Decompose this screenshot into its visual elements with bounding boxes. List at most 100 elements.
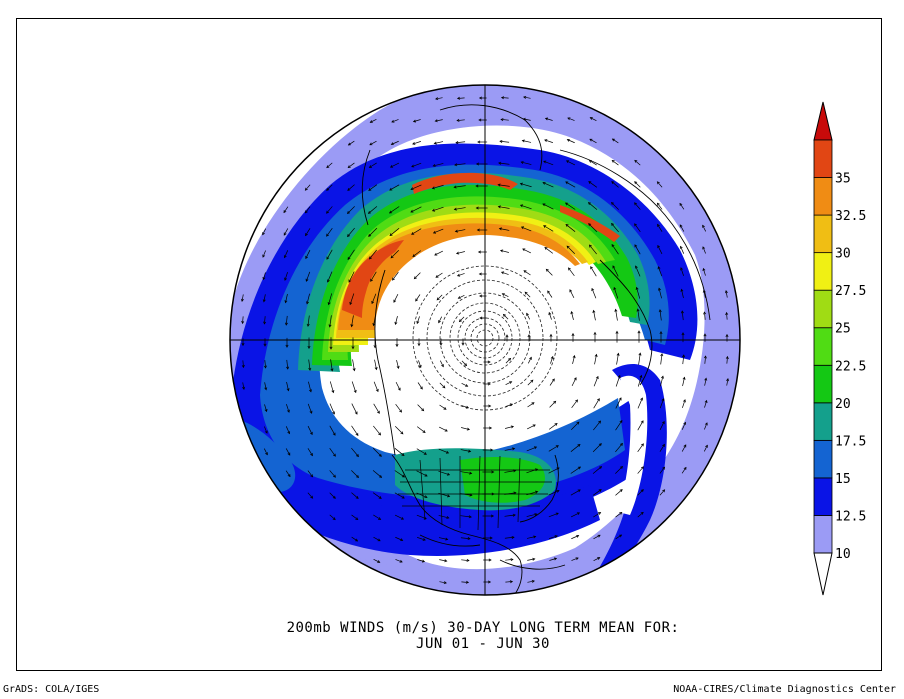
wind-vector [659, 309, 662, 321]
wind-vector [263, 272, 266, 280]
wind-vector [368, 206, 378, 214]
wind-vector [347, 227, 355, 237]
wind-vector-head [490, 448, 494, 452]
wind-vector [435, 97, 443, 100]
wind-vector [394, 470, 405, 478]
wind-vector [570, 421, 580, 431]
wind-vector-head [497, 205, 501, 209]
wind-vector-head [432, 230, 437, 234]
colorbar-tick-label: 32.5 [835, 209, 866, 224]
wind-vector-head [500, 271, 505, 275]
wind-vector [588, 223, 598, 233]
wind-vector-head [497, 183, 501, 187]
wind-vector-head [370, 278, 373, 282]
wind-vector [526, 424, 536, 430]
wind-vector [527, 580, 535, 583]
wind-vector-head [704, 377, 708, 381]
wind-vector-head [593, 331, 597, 335]
wind-vector-head [477, 250, 481, 254]
wind-vector [305, 271, 311, 282]
wind-vector [326, 184, 333, 191]
wind-vector [566, 160, 576, 166]
wind-vector [527, 558, 535, 561]
wind-vector [501, 97, 509, 99]
wind-vector [455, 141, 466, 144]
wind-vector [305, 206, 311, 214]
wind-vector-head [548, 311, 552, 316]
wind-vector-head [640, 511, 644, 515]
wind-vector-head [598, 420, 602, 424]
wind-vector-head [412, 254, 416, 257]
wind-vector [432, 206, 444, 212]
wind-vector [615, 534, 622, 540]
wind-vector-head [662, 489, 666, 493]
colorbar-swatch [813, 364, 833, 404]
wind-vector [549, 535, 558, 539]
wind-vector-head [465, 405, 470, 409]
wind-vector-head [377, 560, 381, 563]
wind-vector-head [679, 224, 683, 228]
wind-vector [657, 224, 663, 232]
colorbar-swatch [813, 214, 833, 254]
wind-vector-head [522, 248, 526, 252]
wind-vector-head [368, 256, 372, 260]
wind-vector-head [441, 364, 444, 368]
wind-vector-head [681, 332, 685, 336]
wind-vector-head [368, 188, 372, 191]
wind-vector-head [355, 495, 359, 499]
wind-vector [634, 223, 641, 233]
wind-vector [615, 420, 623, 431]
wind-vector-head [550, 355, 554, 360]
wind-vector-head [577, 489, 581, 493]
us-state-grid [398, 455, 552, 531]
wind-vector [262, 250, 266, 258]
wind-vector-head [564, 202, 569, 206]
wind-vector [615, 397, 622, 409]
wind-vector-head [263, 343, 267, 347]
wind-vector-head [702, 224, 705, 228]
wind-vector [659, 421, 665, 431]
wind-vector-head [543, 160, 547, 164]
wind-vector-head [680, 310, 684, 314]
wind-vector-head [597, 557, 601, 560]
wind-vector [264, 404, 267, 412]
wind-vector-head [333, 453, 336, 457]
wind-vector-head [355, 474, 359, 478]
wind-vector-head [446, 515, 450, 519]
wind-vector-head [658, 287, 662, 291]
wind-vector [433, 228, 444, 234]
wind-vector-head [619, 534, 623, 538]
wind-vector [612, 265, 619, 277]
wind-vector [501, 271, 509, 275]
wind-vector-head [513, 491, 517, 495]
wind-vector [634, 181, 641, 188]
wind-vector-head [634, 223, 637, 227]
wind-vector [682, 377, 685, 387]
wind-vector [543, 225, 554, 232]
wind-vector-head [475, 162, 480, 166]
wind-vector [411, 228, 422, 235]
wind-vector [680, 246, 685, 254]
wind-vector-head [594, 353, 598, 357]
wind-vector-head [591, 287, 595, 292]
wind-vector [432, 184, 444, 189]
wind-vector-head [400, 431, 404, 435]
wind-vector-head [532, 557, 536, 561]
wind-vector [571, 535, 579, 540]
wind-vector [461, 382, 468, 387]
wind-vector-head [569, 289, 573, 293]
wind-vector [657, 266, 663, 277]
wind-vector [460, 515, 472, 518]
wind-vector [411, 162, 422, 168]
wind-vector [550, 356, 554, 364]
wind-vector [329, 492, 336, 499]
wind-vector [613, 287, 619, 299]
wind-vector-head [598, 443, 602, 447]
wind-vector [435, 272, 443, 278]
wind-vector-head [444, 428, 448, 432]
wind-vector-head [683, 421, 687, 425]
wind-vector [438, 470, 450, 476]
wind-vector-head [612, 265, 616, 269]
wind-vector-head [332, 474, 336, 478]
wind-vector-head [703, 333, 707, 337]
